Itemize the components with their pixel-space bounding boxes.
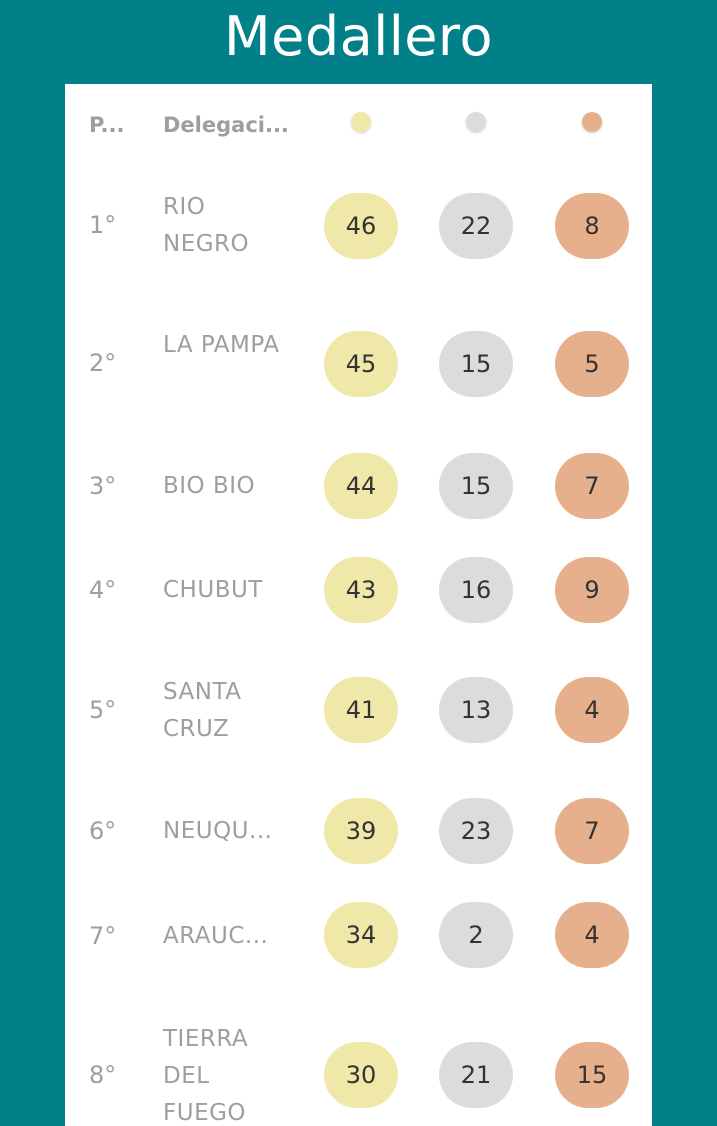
row-position: 4° (89, 576, 117, 604)
gold-count: 41 (324, 677, 398, 743)
bronze-count: 5 (555, 331, 629, 397)
row-delegation-name: ARAUC... (163, 923, 269, 949)
gold-count: 34 (324, 902, 398, 968)
bronze-count: 4 (555, 677, 629, 743)
gold-count: 44 (324, 453, 398, 519)
row-delegation-name: RIO NEGRO (163, 194, 250, 257)
table-row[interactable]: 3° BIO BIO 44 15 7 (65, 452, 652, 552)
silver-medal-icon[interactable] (466, 112, 486, 132)
silver-count: 16 (439, 557, 513, 623)
bronze-count: 7 (555, 453, 629, 519)
row-position: 8° (89, 1061, 117, 1089)
row-position: 1° (89, 211, 117, 239)
table-row[interactable]: 7° ARAUC... 34 2 4 (65, 902, 652, 1004)
table-row[interactable]: 4° CHUBUT 43 16 9 (65, 556, 652, 656)
table-row[interactable]: 8° TIERRA DEL FUEGO 30 21 15 (65, 1020, 652, 1126)
gold-count: 30 (324, 1042, 398, 1108)
bronze-count: 8 (555, 193, 629, 259)
silver-count: 15 (439, 453, 513, 519)
bronze-count: 9 (555, 557, 629, 623)
bronze-count: 15 (555, 1042, 629, 1108)
row-delegation-name: SANTA CRUZ (163, 679, 242, 742)
bronze-count: 7 (555, 798, 629, 864)
silver-count: 23 (439, 798, 513, 864)
silver-count: 22 (439, 193, 513, 259)
column-header-delegation[interactable]: Delegaci... (163, 113, 289, 137)
gold-count: 39 (324, 798, 398, 864)
table-row[interactable]: 6° NEUQU... 39 23 7 (65, 798, 652, 900)
gold-count: 46 (324, 193, 398, 259)
medal-table: P... Delegaci... 1° RIO NEGRO 46 22 8 2°… (65, 84, 652, 1126)
bronze-count: 4 (555, 902, 629, 968)
row-delegation-name: LA PAMPA (163, 332, 280, 358)
row-delegation-name: CHUBUT (163, 577, 263, 603)
silver-count: 21 (439, 1042, 513, 1108)
table-row[interactable]: 1° RIO NEGRO 46 22 8 (65, 184, 652, 314)
row-position: 2° (89, 349, 117, 377)
table-row[interactable]: 2° LA PAMPA 45 15 5 (65, 322, 652, 452)
row-delegation-name: TIERRA DEL FUEGO (163, 1026, 249, 1126)
row-delegation-name: BIO BIO (163, 473, 256, 499)
page-title: Medallero (224, 5, 493, 68)
row-delegation-name: NEUQU... (163, 818, 273, 844)
gold-count: 45 (324, 331, 398, 397)
row-position: 3° (89, 472, 117, 500)
table-header: P... Delegaci... (65, 84, 652, 168)
silver-count: 13 (439, 677, 513, 743)
silver-count: 15 (439, 331, 513, 397)
column-header-position[interactable]: P... (89, 113, 125, 137)
row-position: 6° (89, 817, 117, 845)
silver-count: 2 (439, 902, 513, 968)
row-position: 5° (89, 696, 117, 724)
row-position: 7° (89, 922, 117, 950)
gold-count: 43 (324, 557, 398, 623)
gold-medal-icon[interactable] (351, 112, 371, 132)
bronze-medal-icon[interactable] (582, 112, 602, 132)
table-row[interactable]: 5° SANTA CRUZ 41 13 4 (65, 670, 652, 800)
